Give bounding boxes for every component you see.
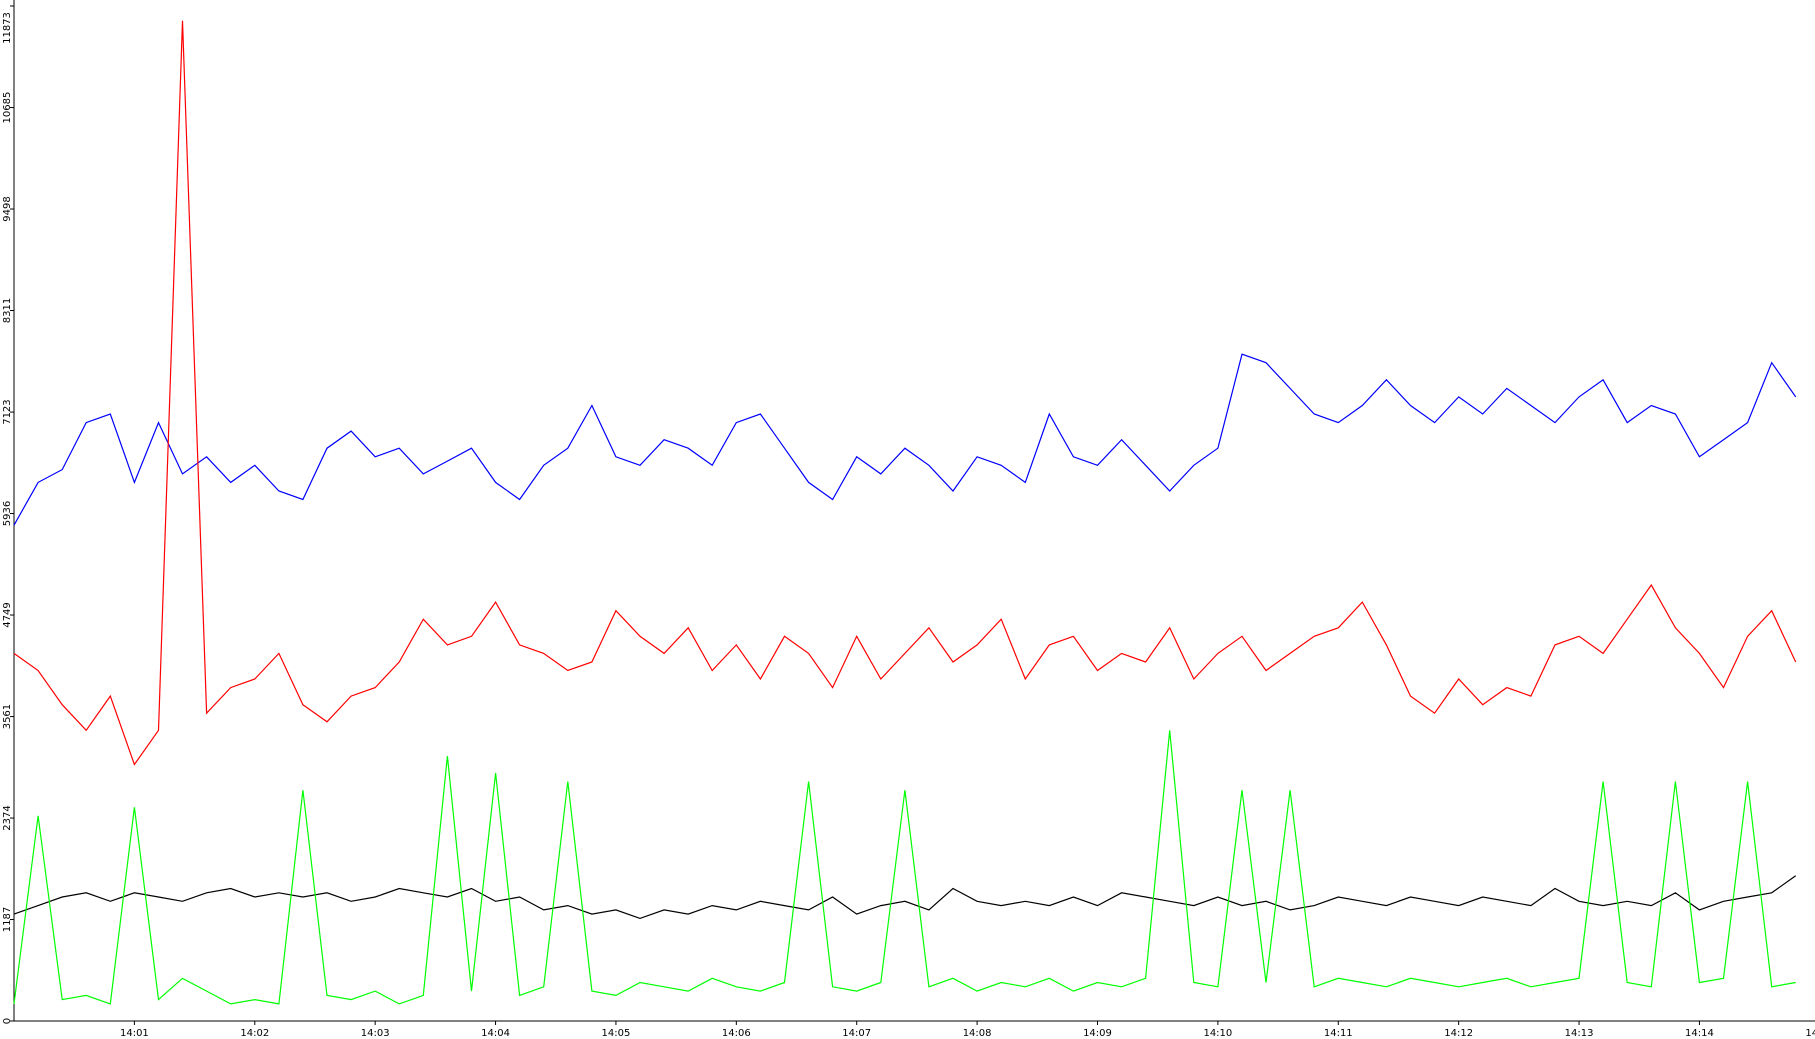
x-tick-label: 14:11 [1324,1028,1353,1039]
series-line [13,730,1796,1005]
y-tick-label: 1187 [2,907,13,932]
y-tick-label: 10685 [2,92,13,124]
x-tick-label: 14:03 [361,1028,390,1039]
x-tick-label: 14:15 [1805,1028,1815,1039]
x-tick-label: 14:13 [1565,1028,1594,1039]
x-tick-label: 14:02 [240,1028,269,1039]
y-tick-label: 11873 [2,12,13,44]
series-line [13,875,1797,920]
x-tick-label: 14:04 [481,1028,510,1039]
y-tick-label: 8311 [2,298,13,323]
x-tick-label: 14:10 [1203,1028,1232,1039]
y-tick-label: 7123 [2,399,13,424]
series-line [13,353,1797,526]
x-tick-label: 14:07 [842,1028,871,1039]
y-tick-label: 4749 [2,602,13,627]
y-tick-label: 9498 [2,196,13,221]
x-tick-label: 14:01 [120,1028,149,1039]
x-tick-label: 14:14 [1685,1028,1714,1039]
y-tick-label: 0 [2,1018,13,1024]
y-tick-label: 3561 [2,704,13,729]
x-tick-label: 14:09 [1083,1028,1112,1039]
x-tick-label: 14:06 [722,1028,751,1039]
x-tick-label: 14:05 [602,1028,631,1039]
x-tick-label: 14:08 [963,1028,992,1039]
x-tick-label: 14:12 [1444,1028,1473,1039]
y-tick-label: 2374 [2,805,13,830]
series-line [13,20,1797,766]
y-tick-label: 5936 [2,501,13,526]
